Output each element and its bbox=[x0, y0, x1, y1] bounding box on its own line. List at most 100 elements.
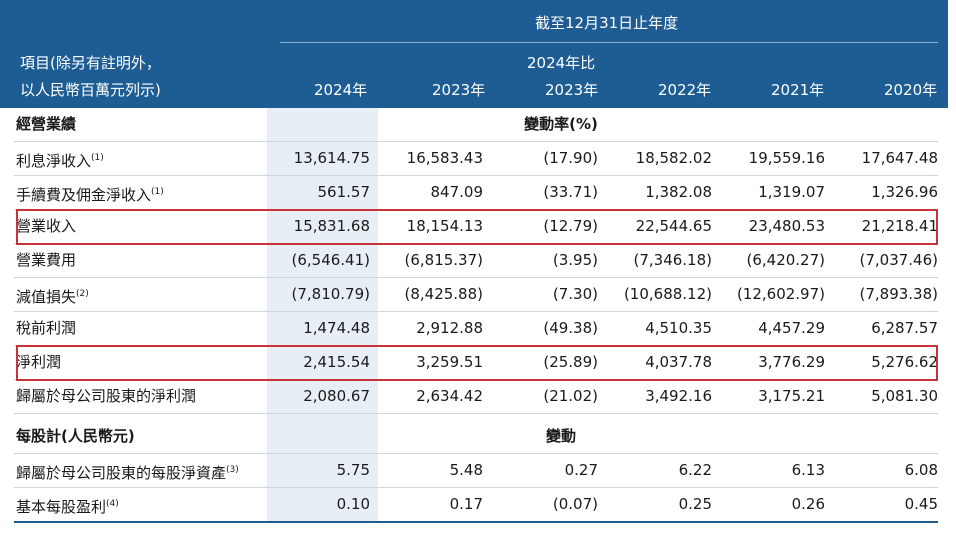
row-value: 2,912.88 bbox=[416, 319, 483, 337]
footnote-ref: (1) bbox=[151, 187, 164, 197]
row-value: 17,647.48 bbox=[861, 149, 938, 167]
col-header-2020: 2020年 bbox=[884, 81, 938, 99]
row-value: 6.08 bbox=[904, 461, 938, 479]
row-value: 3,259.51 bbox=[416, 353, 483, 371]
row-value: 561.57 bbox=[317, 183, 371, 201]
period-underline bbox=[280, 42, 938, 43]
table-row: 基本每股盈利(4) 0.10 0.17 (0.07) 0.25 0.26 0.45 bbox=[14, 488, 938, 523]
col-header-change-line2: 2023年 bbox=[545, 81, 599, 99]
table-row: 營業費用 (6,546.41) (6,815.37) (3.95) (7,346.18)… bbox=[14, 244, 938, 278]
row-value: 1,326.96 bbox=[871, 183, 938, 201]
row-value: 0.45 bbox=[904, 495, 938, 513]
section-title: 經營業績 bbox=[16, 115, 77, 133]
table-row: 歸屬於母公司股東的每股淨資產(3) 5.75 5.48 0.27 6.22 6.13 6.0… bbox=[14, 454, 938, 488]
item-label-line2: 以人民幣百萬元列示) bbox=[20, 81, 161, 99]
row-value: 6.13 bbox=[791, 461, 825, 479]
row-value: 4,457.29 bbox=[758, 319, 825, 337]
section-per-share: 每股計(人民幣元) 變動 bbox=[14, 420, 938, 454]
row-value: (49.38) bbox=[543, 319, 598, 337]
row-value: 5,081.30 bbox=[871, 387, 938, 405]
row-value: 4,037.78 bbox=[645, 353, 712, 371]
row-label-text: 歸屬於母公司股東的淨利潤 bbox=[16, 387, 197, 405]
row-value: (7,893.38) bbox=[859, 285, 938, 303]
period-caption: 截至12月31日止年度 bbox=[535, 14, 679, 32]
table-row: 稅前利潤 1,474.48 2,912.88 (49.38) 4,510.35 4,457… bbox=[14, 312, 938, 346]
col-header-2022: 2022年 bbox=[658, 81, 712, 99]
row-value: 22,544.65 bbox=[635, 217, 712, 235]
item-label-line1: 項目(除另有註明外， bbox=[20, 54, 161, 72]
row-value: (12,602.97) bbox=[736, 285, 825, 303]
row-value: 3,175.21 bbox=[758, 387, 825, 405]
row-value: 3,776.29 bbox=[758, 353, 825, 371]
row-value: 6,287.57 bbox=[871, 319, 938, 337]
row-label-text: 基本每股盈利 bbox=[16, 498, 107, 516]
row-label-text: 手續費及佣金淨收入 bbox=[16, 186, 152, 204]
row-value: (21.02) bbox=[543, 387, 598, 405]
row-value: (12.79) bbox=[543, 217, 598, 235]
table-row: 淨利潤 2,415.54 3,259.51 (25.89) 4,037.78 3,776.… bbox=[14, 346, 938, 380]
row-value: (7,346.18) bbox=[633, 251, 712, 269]
row-value: (7,810.79) bbox=[291, 285, 370, 303]
row-value: 2,415.54 bbox=[303, 353, 370, 371]
row-value: 2,634.42 bbox=[416, 387, 483, 405]
row-label: 營業費用 bbox=[16, 244, 76, 277]
table-header: 截至12月31日止年度 項目(除另有註明外， 以人民幣百萬元列示) 2024年 … bbox=[0, 0, 948, 108]
row-label: 減值損失(2) bbox=[16, 278, 89, 314]
row-label-text: 淨利潤 bbox=[16, 353, 62, 371]
row-value: 18,154.13 bbox=[406, 217, 483, 235]
footnote-ref: (3) bbox=[226, 465, 239, 475]
row-label-text: 營業費用 bbox=[16, 251, 77, 269]
row-value: 23,480.53 bbox=[748, 217, 825, 235]
row-value: 0.27 bbox=[564, 461, 598, 479]
table-row: 手續費及佣金淨收入(1) 561.57 847.09 (33.71) 1,382.08 1… bbox=[14, 176, 938, 210]
row-value: (7,037.46) bbox=[859, 251, 938, 269]
row-value: (33.71) bbox=[543, 183, 598, 201]
row-value: 5,276.62 bbox=[871, 353, 938, 371]
table-row: 營業收入 15,831.68 18,154.13 (12.79) 22,544.65 23… bbox=[14, 210, 938, 244]
row-value: 0.26 bbox=[791, 495, 825, 513]
row-value: 0.17 bbox=[449, 495, 483, 513]
section-title: 每股計(人民幣元) bbox=[16, 427, 135, 445]
row-value: 15,831.68 bbox=[293, 217, 370, 235]
section-change-caption: 變動率(%) bbox=[524, 115, 598, 133]
row-label-text: 減值損失 bbox=[16, 288, 77, 306]
row-label-text: 利息淨收入 bbox=[16, 152, 92, 170]
row-value: (6,420.27) bbox=[746, 251, 825, 269]
row-value: 0.10 bbox=[336, 495, 370, 513]
row-label: 利息淨收入(1) bbox=[16, 142, 104, 178]
row-value: 5.48 bbox=[449, 461, 483, 479]
row-label: 稅前利潤 bbox=[16, 312, 76, 345]
row-value: 5.75 bbox=[336, 461, 370, 479]
row-label-text: 稅前利潤 bbox=[16, 319, 77, 337]
row-label-text: 營業收入 bbox=[16, 217, 77, 235]
row-value: 21,218.41 bbox=[861, 217, 938, 235]
row-value: 2,080.67 bbox=[303, 387, 370, 405]
row-value: (0.07) bbox=[552, 495, 598, 513]
section-change-caption: 變動 bbox=[545, 427, 576, 445]
row-value: (17.90) bbox=[543, 149, 598, 167]
col-header-2021: 2021年 bbox=[771, 81, 825, 99]
row-value: 6.22 bbox=[678, 461, 712, 479]
row-value: 1,474.48 bbox=[303, 319, 370, 337]
row-value: 4,510.35 bbox=[645, 319, 712, 337]
footnote-ref: (2) bbox=[76, 289, 89, 299]
row-value: (8,425.88) bbox=[404, 285, 483, 303]
table-row: 利息淨收入(1) 13,614.75 16,583.43 (17.90) 18,582.… bbox=[14, 142, 938, 176]
row-value: 1,382.08 bbox=[645, 183, 712, 201]
row-value: (6,546.41) bbox=[291, 251, 370, 269]
row-value: 0.25 bbox=[678, 495, 712, 513]
row-label: 營業收入 bbox=[16, 210, 76, 243]
row-value: 18,582.02 bbox=[635, 149, 712, 167]
row-value: 847.09 bbox=[430, 183, 484, 201]
col-header-change-line1: 2024年比 bbox=[527, 54, 596, 72]
row-value: (6,815.37) bbox=[404, 251, 483, 269]
footnote-ref: (1) bbox=[91, 153, 104, 163]
col-header-2023: 2023年 bbox=[432, 81, 486, 99]
highlight-box-net-profit bbox=[16, 345, 938, 381]
row-label: 淨利潤 bbox=[16, 346, 61, 379]
row-label-text: 歸屬於母公司股東的每股淨資產 bbox=[16, 464, 227, 482]
row-label: 歸屬於母公司股東的每股淨資產(3) bbox=[16, 454, 239, 490]
row-label: 基本每股盈利(4) bbox=[16, 488, 119, 524]
highlight-box-operating-income bbox=[16, 209, 938, 245]
